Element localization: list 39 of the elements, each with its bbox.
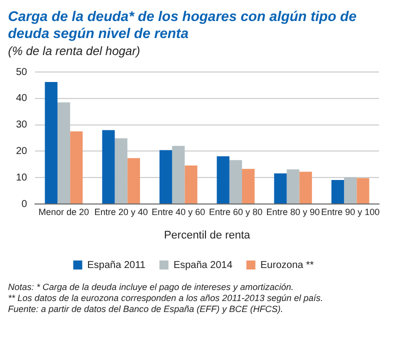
y-tick-label: 10 (16, 172, 28, 184)
y-tick-label: 50 (16, 66, 28, 78)
text: Notas: * Carga de la deuda incluye el pago de intereses y amortización. (8, 282, 295, 293)
legend-label: España 2011 (87, 260, 146, 271)
bar (229, 160, 242, 204)
bar (44, 82, 58, 204)
chart-subtitle: (% de la renta del hogar) (8, 44, 142, 58)
bar (172, 146, 185, 204)
source-note: Fuente: a partir de datos del Banco de España (EFF) y BCE (HFCS). (8, 304, 284, 315)
bar (331, 180, 344, 204)
y-tick-label: 20 (16, 146, 28, 157)
bar (184, 165, 198, 204)
bar (299, 172, 312, 204)
bar (114, 138, 128, 204)
x-tick-label: Menor de 20 (38, 206, 90, 217)
bar (102, 130, 115, 204)
y-tick-label: 30 (16, 120, 28, 131)
x-tick-label: Entre 60 y 80 (208, 206, 262, 217)
x-tick-label: Entre 80 y 90 (266, 206, 320, 217)
bar (356, 178, 370, 204)
chart-title: Carga de la deuda* de los hogares con algún tipo de deuda según nivel de renta (8, 8, 358, 42)
bar (242, 168, 255, 204)
text: ** Los datos de la eurozona corresponden a los años 2011-2013 según el país. (8, 293, 324, 304)
bar (70, 131, 83, 204)
legend-label: España 2014 (173, 260, 233, 271)
x-tick-label: Entre 20 y 40 (94, 206, 148, 217)
bar (127, 158, 140, 204)
x-axis-title: Percentil de renta (164, 229, 252, 242)
bar (286, 169, 300, 204)
bar (159, 150, 172, 204)
bar (344, 177, 357, 204)
bar (57, 102, 70, 204)
y-tick-label: 40 (16, 93, 28, 104)
bar (216, 156, 230, 204)
legend-label: Eurozona ** (260, 260, 314, 271)
x-tick-label: Entre 40 y 60 (152, 206, 206, 217)
bar (274, 173, 287, 204)
y-tick-label: 0 (22, 198, 28, 210)
x-tick-label: Entre 90 y 100 (321, 206, 380, 217)
